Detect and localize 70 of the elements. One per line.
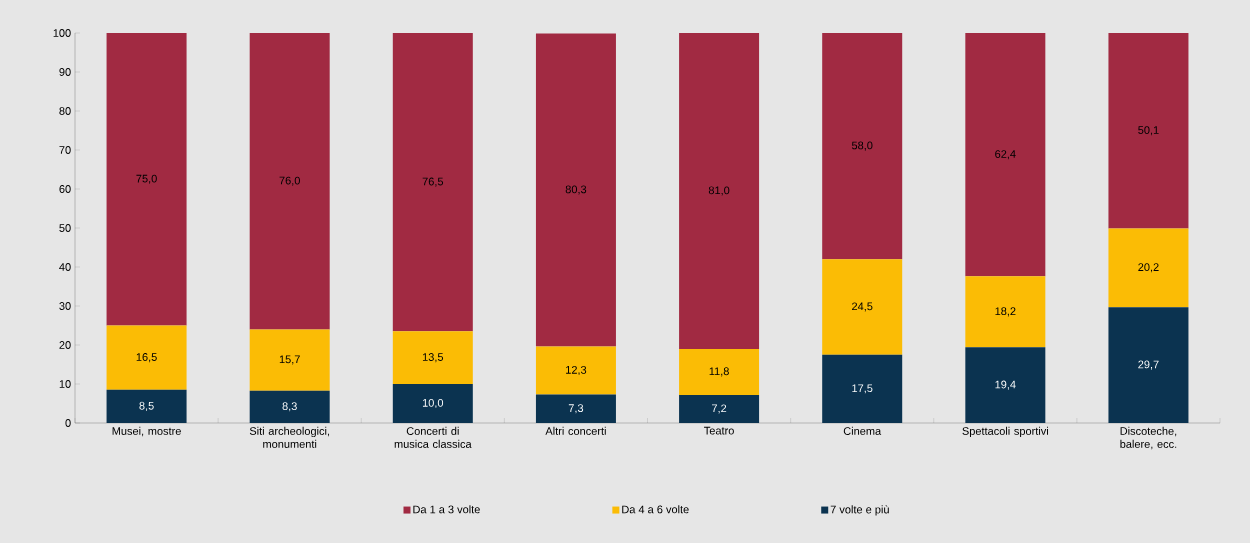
bar bbox=[822, 354, 903, 423]
bar bbox=[106, 33, 187, 326]
bar bbox=[392, 33, 473, 332]
bar bbox=[1108, 307, 1189, 423]
bar bbox=[249, 390, 330, 423]
data-label: 17,5 bbox=[852, 384, 873, 394]
bar bbox=[535, 394, 616, 423]
data-label: 76,5 bbox=[422, 177, 444, 187]
data-label: 13,5 bbox=[422, 353, 444, 363]
bar bbox=[249, 33, 330, 330]
y-tick-label: 10 bbox=[59, 380, 71, 388]
data-label: 8,5 bbox=[139, 401, 154, 411]
data-label: 58,0 bbox=[851, 141, 873, 151]
legend-label: Da 1 a 3 volte bbox=[413, 505, 480, 514]
data-label: 7,3 bbox=[568, 404, 584, 414]
bar bbox=[535, 33, 616, 347]
bar bbox=[535, 346, 616, 395]
data-label: 8,3 bbox=[282, 402, 297, 412]
bar bbox=[679, 348, 760, 395]
data-label: 16,5 bbox=[136, 353, 157, 363]
x-tick-label: Altri concerti bbox=[545, 426, 606, 435]
legend-label: Da 4 a 6 volte bbox=[622, 505, 689, 514]
data-label: 50,1 bbox=[1138, 126, 1159, 136]
x-tick-label: Siti archeologici, monumenti bbox=[249, 426, 330, 448]
data-label: 81,0 bbox=[708, 186, 730, 196]
y-tick-label: 90 bbox=[59, 68, 71, 76]
data-label: 76,0 bbox=[279, 176, 300, 186]
bar bbox=[965, 33, 1046, 277]
bar bbox=[965, 276, 1046, 348]
bar bbox=[392, 384, 473, 423]
bar bbox=[965, 347, 1046, 423]
y-tick-label: 20 bbox=[59, 341, 71, 349]
bar bbox=[249, 329, 330, 391]
data-label: 80,3 bbox=[565, 185, 587, 195]
data-label: 62,4 bbox=[995, 150, 1016, 160]
bar bbox=[106, 325, 187, 390]
y-tick-label: 70 bbox=[59, 146, 71, 154]
bar bbox=[679, 33, 760, 349]
bar bbox=[679, 394, 760, 423]
y-tick-label: 60 bbox=[59, 185, 71, 193]
data-label: 18,2 bbox=[995, 307, 1016, 317]
y-tick-label: 50 bbox=[59, 224, 71, 232]
bar bbox=[1108, 228, 1189, 308]
bar bbox=[822, 33, 903, 260]
y-tick-label: 100 bbox=[53, 29, 71, 37]
y-tick-label: 80 bbox=[59, 107, 71, 115]
legend-label: 7 volte e più bbox=[830, 505, 889, 516]
data-label: 12,3 bbox=[566, 365, 587, 376]
x-tick-label: Discoteche, balere, ecc. bbox=[1120, 426, 1177, 450]
bar bbox=[1108, 33, 1189, 229]
x-tick-label: Spettacoli sportivi bbox=[962, 426, 1048, 438]
y-tick-label: 0 bbox=[65, 419, 71, 427]
bar bbox=[106, 389, 187, 423]
y-tick-label: 40 bbox=[59, 263, 71, 271]
data-label: 11,8 bbox=[709, 367, 729, 377]
data-label: 7,2 bbox=[711, 404, 727, 414]
bar bbox=[392, 331, 473, 384]
x-tick-label: Cinema bbox=[843, 426, 882, 435]
data-label: 24,5 bbox=[852, 302, 873, 312]
y-tick-label: 30 bbox=[59, 302, 71, 310]
data-label: 15,7 bbox=[279, 355, 300, 365]
x-tick-label: Teatro bbox=[704, 426, 734, 435]
data-label: 10,0 bbox=[422, 398, 444, 409]
x-tick-label: Concerti di musica classica bbox=[394, 426, 472, 448]
bar bbox=[822, 259, 903, 355]
data-label: 20,2 bbox=[1138, 263, 1159, 273]
data-label: 19,4 bbox=[995, 380, 1016, 390]
data-label: 29,7 bbox=[1138, 360, 1159, 370]
x-tick-label: Musei, mostre bbox=[112, 426, 181, 437]
data-label: 75,0 bbox=[136, 174, 157, 184]
